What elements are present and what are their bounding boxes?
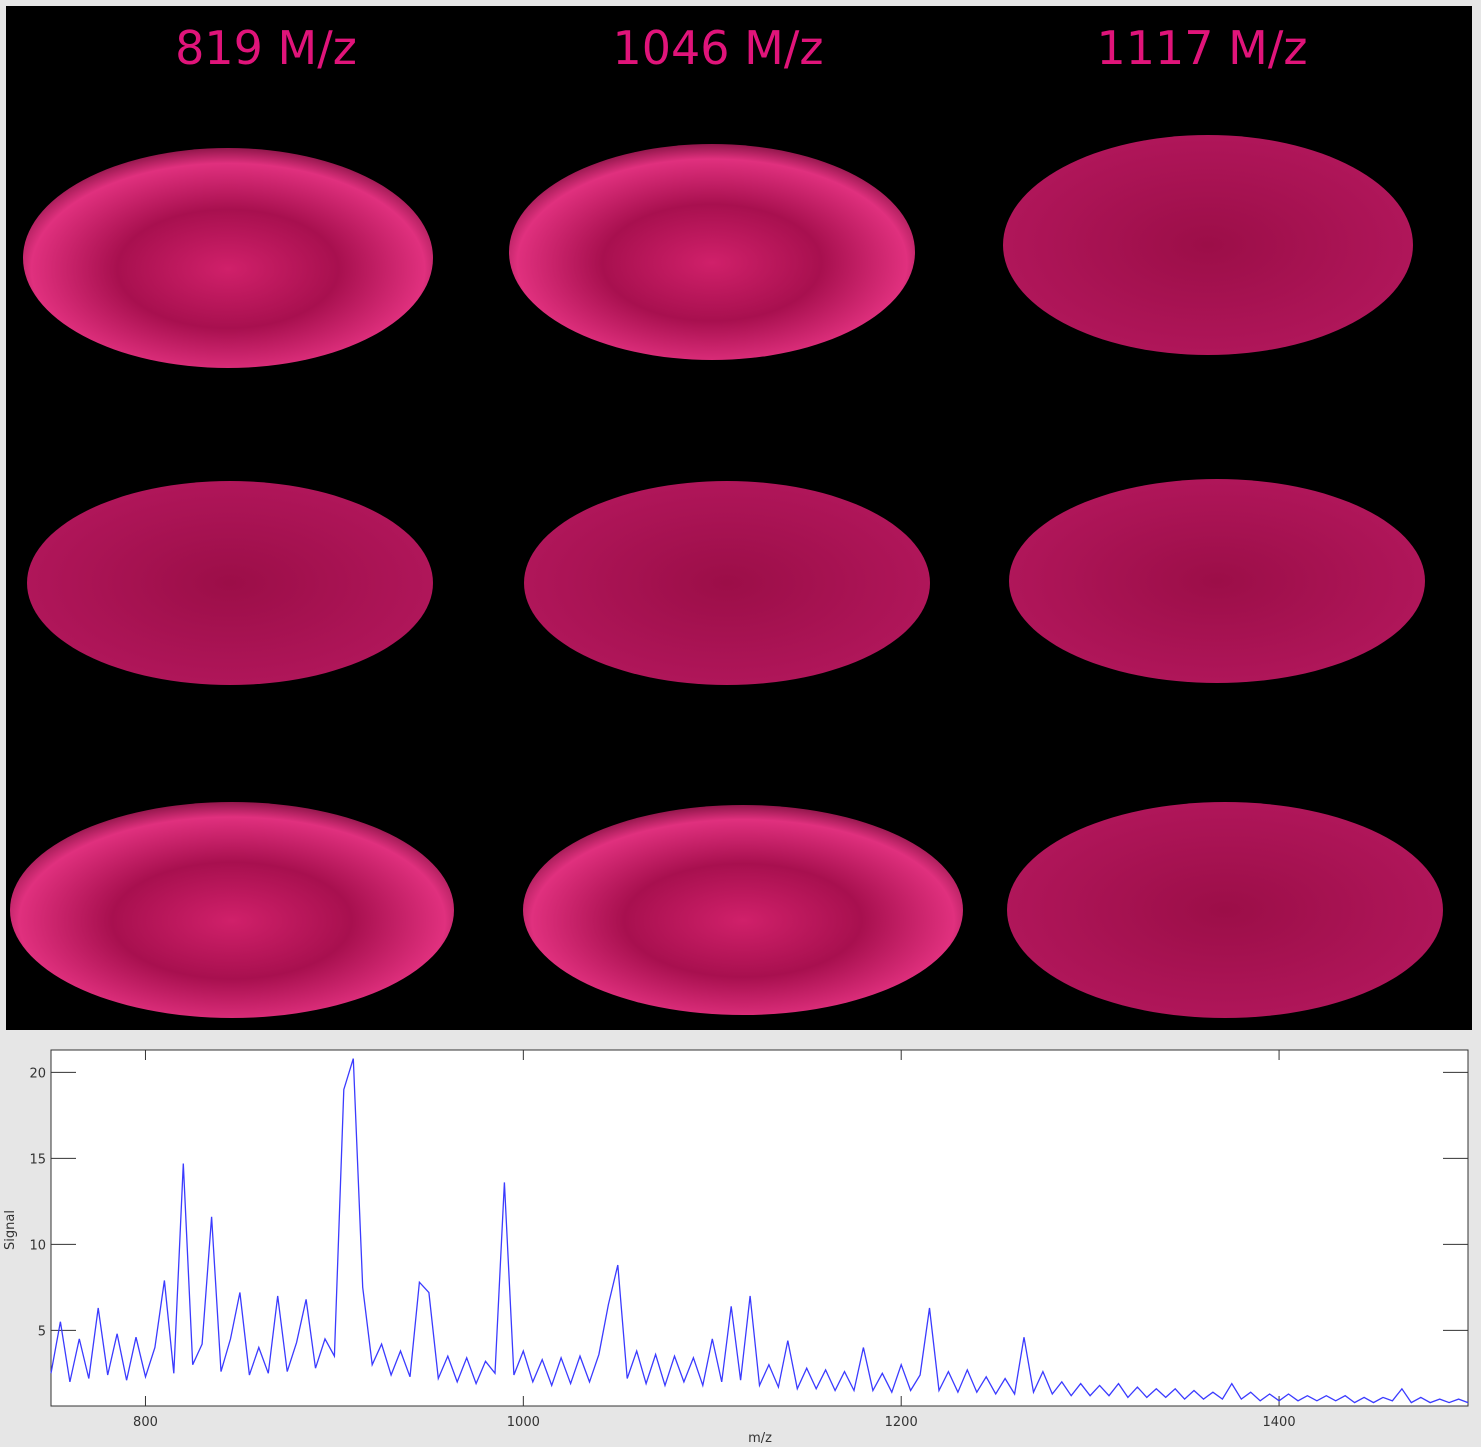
tissue (523, 805, 963, 1015)
x-tick-label: 1400 (1263, 1415, 1296, 1430)
tissue (509, 144, 915, 360)
x-tick-label: 800 (133, 1415, 158, 1430)
tissue (524, 481, 930, 685)
tissue (10, 802, 454, 1018)
plot-area (51, 1050, 1468, 1406)
tissue (1003, 135, 1413, 355)
page: {"panel_titles": ["819 M/z", "1046 M/z",… (0, 0, 1481, 1447)
panel-title: 819 M/z (175, 21, 357, 75)
y-tick-label: 20 (29, 1066, 46, 1081)
tissue (1009, 479, 1425, 683)
y-tick-label: 15 (29, 1152, 46, 1167)
tissue-images (10, 135, 1443, 1018)
tissue (1007, 802, 1443, 1018)
x-tick-label: 1200 (885, 1415, 918, 1430)
y-tick-label: 10 (29, 1238, 46, 1253)
y-axis-label: Signal (3, 1210, 18, 1250)
x-tick-label: 1000 (507, 1415, 540, 1430)
y-tick-label: 5 (38, 1324, 46, 1339)
x-axis-label: m/z (748, 1431, 772, 1446)
tissue (23, 148, 433, 368)
panel-title: 1117 M/z (1096, 21, 1307, 75)
tissue (27, 481, 433, 685)
figure: 819 M/z 1046 M/z 1117 M/z m/z Signal 800… (0, 0, 1481, 1447)
panel-title: 1046 M/z (612, 21, 823, 75)
